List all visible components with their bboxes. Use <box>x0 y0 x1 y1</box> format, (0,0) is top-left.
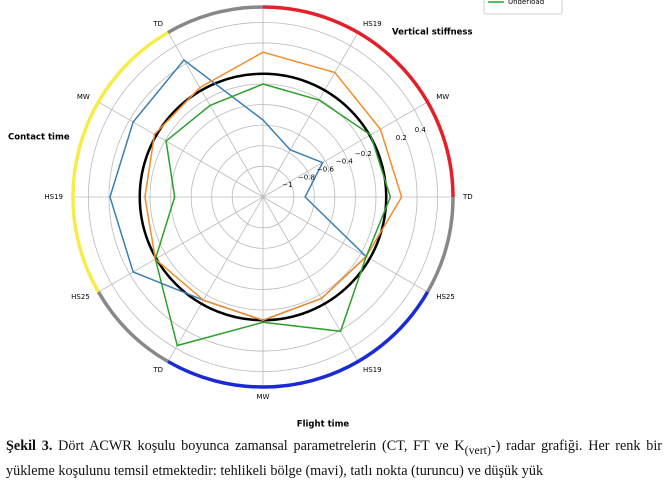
r-tick-text: 0.4 <box>415 126 427 134</box>
r-tick-label: 0.2 <box>396 134 407 142</box>
r-tick-text: −0.2 <box>355 150 372 158</box>
group-label: Vertical stiffness <box>392 28 473 38</box>
chart: HS25 HS19 MW TD HS25 HS19 MW TD HS25 HS19 MW TD Vert… <box>8 0 563 430</box>
axis-label: HS19 <box>363 20 382 28</box>
r-tick-text: −0.8 <box>298 173 315 181</box>
spoke <box>262 32 359 198</box>
caption-text-after: -) radar grafiği. Her renk bir yükleme k… <box>6 438 663 479</box>
spoke <box>167 32 264 198</box>
r-tick-text: −0.4 <box>336 158 354 166</box>
axis-label: MW <box>257 393 270 401</box>
series-line <box>144 51 403 322</box>
spoke <box>167 196 264 362</box>
gap-arc <box>167 5 264 34</box>
series-line <box>109 58 368 322</box>
gap-arc <box>426 196 455 293</box>
r-tick-label: −0.2 <box>355 150 372 158</box>
axis-label: MW <box>436 93 449 101</box>
group-arc <box>167 291 430 389</box>
axis-label: HS25 <box>254 0 273 1</box>
spoke <box>262 101 428 198</box>
spoke <box>98 101 264 198</box>
caption-text: Dört ACWR koşulu boyunca zamansal parame… <box>58 438 465 454</box>
group-label: Flight time <box>297 420 350 430</box>
axis-label: TD <box>152 366 163 374</box>
caption-label: Şekil 3. <box>6 438 53 454</box>
legend-box <box>483 0 563 15</box>
r-tick-label: 0.4 <box>415 126 427 134</box>
legend-label: Underload <box>508 0 544 6</box>
r-tick-label: −0.8 <box>298 173 315 181</box>
axis-label: HS19 <box>44 193 63 201</box>
spoke <box>262 196 428 293</box>
caption-subscript: (vert) <box>464 442 491 457</box>
r-tick-text: 0.2 <box>396 134 407 142</box>
group-arc <box>71 30 169 293</box>
series-line <box>154 83 392 347</box>
axis-label: TD <box>152 20 163 28</box>
gap-arc <box>96 291 169 364</box>
r-tick-text: −1 <box>282 181 292 189</box>
group-arc <box>262 5 455 198</box>
r-tick-label: −0.4 <box>336 158 354 166</box>
r-tick-label: −1 <box>282 181 292 189</box>
r-tick-text: −0.6 <box>317 165 335 173</box>
spoke <box>262 196 359 362</box>
r-tick-label: −0.6 <box>317 165 335 173</box>
axis-label: MW <box>77 93 90 101</box>
axis-label: HS19 <box>363 366 382 374</box>
axis-label: TD <box>462 193 473 201</box>
group-label: Contact time <box>8 133 70 143</box>
axis-label: HS25 <box>71 293 90 301</box>
spoke <box>98 196 264 293</box>
axis-label: HS25 <box>436 293 455 301</box>
caption: Şekil 3. Dört ACWR koşulu boyunca zamans… <box>6 436 662 482</box>
